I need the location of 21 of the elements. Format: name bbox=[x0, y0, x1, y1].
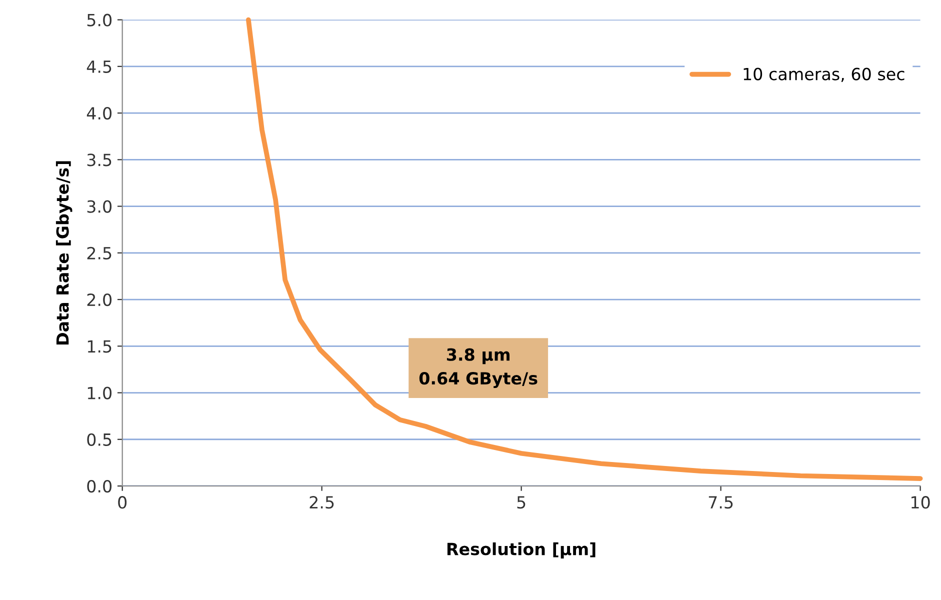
y-tick-label: 0.5 bbox=[87, 433, 112, 446]
annotation: 3.8 µm 0.64 GByte/s bbox=[419, 348, 538, 388]
line-series bbox=[246, 17, 923, 481]
y-tick-label: 3.0 bbox=[87, 200, 112, 213]
y-tick-label: 5.0 bbox=[87, 14, 112, 26]
y-tick-label: 4.0 bbox=[86, 107, 112, 120]
y-tick-label: 3.5 bbox=[87, 154, 112, 166]
x-tick-label: 0 bbox=[118, 496, 127, 509]
y-tick-label: 1.0 bbox=[88, 386, 112, 400]
x-tick-label: 2.5 bbox=[310, 496, 334, 509]
legend-label: 10 cameras, 60 sec bbox=[744, 68, 904, 82]
y-tick-label: 2.5 bbox=[87, 246, 112, 260]
x-tick-label: 10 bbox=[912, 496, 930, 509]
x-tick-label: 5 bbox=[517, 496, 526, 509]
y-tick-label: 0.0 bbox=[87, 480, 112, 493]
y-axis-title: Data Rate [Gbyte/s] bbox=[56, 161, 72, 344]
x-tick-label: 7.5 bbox=[708, 496, 733, 509]
y-tick-label: 1.5 bbox=[88, 340, 112, 353]
y-tick-label: 4.5 bbox=[86, 60, 112, 73]
y-tick-label: 2.0 bbox=[87, 293, 112, 306]
x-axis-title: Resolution [µm] bbox=[447, 542, 596, 559]
